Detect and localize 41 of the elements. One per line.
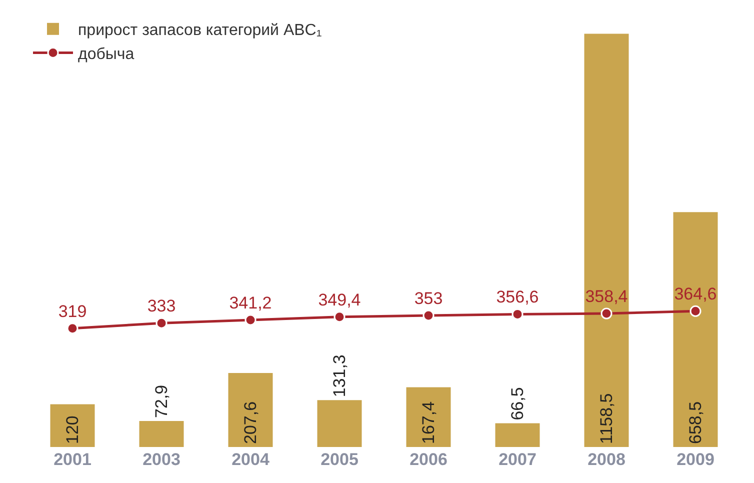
point bbox=[690, 305, 702, 317]
data-label: 658,5 bbox=[686, 401, 705, 444]
point bbox=[422, 310, 434, 322]
x-tick-label: 2009 bbox=[676, 450, 714, 469]
data-label: 131,3 bbox=[330, 354, 349, 398]
x-tick-label: 2005 bbox=[320, 450, 358, 469]
bar bbox=[406, 387, 451, 447]
bar bbox=[50, 404, 95, 447]
data-label: 319 bbox=[58, 302, 87, 321]
x-tick-label: 2003 bbox=[142, 450, 180, 469]
bar bbox=[317, 400, 362, 447]
legend-label: прирост запасов категорий ABC₁ bbox=[78, 22, 322, 40]
data-label: 120 bbox=[63, 416, 82, 444]
data-label: 341,2 bbox=[229, 293, 272, 312]
data-label: 72,9 bbox=[152, 384, 171, 418]
x-tick-label: 2008 bbox=[588, 450, 626, 469]
x-tick-label: 2007 bbox=[498, 450, 536, 469]
bar bbox=[584, 34, 629, 447]
point bbox=[156, 317, 168, 329]
data-label: 358,4 bbox=[585, 287, 628, 306]
data-label: 364,6 bbox=[674, 284, 717, 304]
legend-label: добыча bbox=[78, 46, 134, 63]
data-label: 207,6 bbox=[241, 401, 260, 444]
x-tick-label: 2004 bbox=[232, 450, 270, 469]
bar bbox=[139, 421, 184, 447]
x-tick-label: 2006 bbox=[410, 450, 448, 469]
data-label: 167,4 bbox=[419, 401, 438, 444]
x-tick-label: 2001 bbox=[54, 450, 92, 469]
data-label: 356,6 bbox=[496, 288, 539, 307]
bar bbox=[228, 372, 273, 447]
data-label: 353 bbox=[414, 289, 443, 308]
data-label: 1158,5 bbox=[597, 393, 616, 444]
data-label: 66,5 bbox=[508, 387, 527, 420]
point bbox=[66, 322, 78, 334]
point bbox=[600, 308, 612, 320]
data-label: 349,4 bbox=[318, 290, 361, 310]
point bbox=[244, 314, 256, 326]
bar bbox=[673, 212, 718, 447]
point bbox=[334, 311, 346, 323]
data-label: 333 bbox=[147, 296, 176, 316]
bar bbox=[495, 423, 540, 447]
